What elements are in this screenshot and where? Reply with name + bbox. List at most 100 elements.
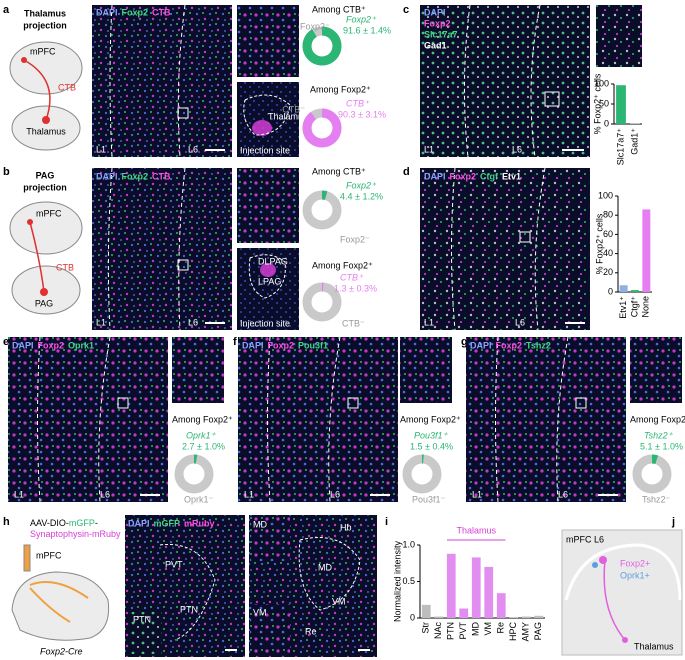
layer-label: L6 [515, 317, 525, 327]
layer-boundary [463, 4, 471, 158]
brain-outline [564, 543, 682, 601]
donut-title: Among Foxp2⁺ [310, 84, 371, 94]
donut-value-label: 2.7 ± 1.0% [182, 441, 225, 451]
x-tick-label: None [641, 296, 651, 318]
x-tick-label: AMY [521, 622, 531, 642]
inset-label: PTN [133, 614, 151, 624]
y-tick-label: 20 [603, 267, 613, 277]
y-tick-label: 80 [603, 210, 613, 220]
stain-label: Etv1 [502, 171, 521, 181]
donut-slice [321, 190, 328, 200]
donut-value-label: 90.3 ± 3.1% [338, 109, 386, 119]
stain-label: mRuby [184, 518, 215, 528]
donut-negative-label: Tshz2⁻ [642, 494, 671, 504]
donut-positive-label: Foxp2⁺ [346, 180, 377, 190]
stain-label: DAPI [12, 340, 34, 350]
y-tick-label: 0 [608, 286, 613, 296]
micrograph-signal [420, 168, 590, 330]
syringe [23, 544, 31, 572]
layer-label: L6 [188, 144, 198, 154]
micrograph-signal [250, 516, 290, 561]
donut-title: Among Foxp2⁺ [400, 414, 461, 424]
layer-label: L1 [96, 144, 106, 154]
micrograph-signal [92, 168, 232, 330]
panel-letter: j [671, 516, 675, 528]
y-tick-label: 100 [598, 190, 613, 200]
donut-positive-label: CTB⁺ [346, 98, 370, 108]
region-label: PVT [165, 559, 183, 569]
tracer-label: CTB [58, 82, 76, 92]
region-outline [298, 537, 361, 611]
y-axis-label: Normalized intensity [392, 540, 402, 622]
inset-label: MD [253, 519, 267, 529]
stain-label: Foxp2 [122, 171, 149, 181]
bar [421, 604, 431, 618]
inset-box [544, 91, 560, 107]
panel-letter: e [3, 336, 9, 348]
x-tick-label: HPC [508, 622, 518, 642]
stain-label: Gad1 [424, 40, 447, 50]
cell-type-label: Foxp2+ [620, 558, 650, 568]
layer-label: L1 [244, 489, 254, 499]
y-tick-label: 1.0 [402, 539, 415, 549]
region-outline [248, 254, 286, 299]
layer-boundary [177, 4, 186, 158]
donut-negative-label: Foxp2⁻ [300, 21, 330, 31]
region-label: Thalamus [634, 641, 674, 651]
donut-negative-label: CTB⁻ [342, 318, 365, 328]
stain-label: Foxp2 [496, 340, 523, 350]
layer-boundary [107, 167, 113, 331]
panel-title: Thalamus [24, 8, 66, 18]
region-label: MD [318, 562, 332, 572]
micrograph-signal [238, 337, 398, 502]
y-tick-label: 0 [410, 612, 415, 622]
construct-part: Synaptophysin-mRuby [30, 529, 121, 539]
construct-part: - [95, 518, 98, 528]
micrograph-signal [237, 168, 299, 243]
bar [471, 557, 481, 618]
x-tick-label: Re [496, 622, 506, 634]
region-label: Thalamus [26, 126, 66, 136]
stain-label: Tshz2 [526, 340, 551, 350]
donut-positive-label: Pou3f1⁺ [414, 430, 449, 440]
region-label: DLPAG [258, 256, 288, 266]
donut-negative-label: Pou3f1⁻ [412, 494, 446, 504]
layer-label: L1 [96, 317, 106, 327]
y-axis-label: % Foxp2⁺ cells [592, 73, 602, 134]
donut-value-label: 1.5 ± 0.4% [410, 441, 453, 451]
micrograph-signal [130, 612, 162, 654]
micrograph-signal [400, 337, 452, 403]
x-tick-label: PTN [446, 622, 456, 640]
stain-label: DAPI [128, 518, 150, 528]
region-label: Hb [340, 522, 352, 532]
layer-label: L6 [558, 489, 568, 499]
inset-label: VM [253, 607, 267, 617]
donut-positive-label: Foxp2⁺ [346, 14, 377, 24]
panel-letter: g [461, 336, 468, 348]
stain-label: Foxp2 [424, 18, 451, 28]
layer-label: L1 [14, 489, 24, 499]
stain-label: Foxp2 [450, 171, 477, 181]
bar [446, 553, 456, 618]
bar [616, 85, 626, 124]
donut-positive-label: Oprk1⁺ [186, 430, 217, 440]
bar [434, 616, 444, 618]
x-tick-label: Str [421, 622, 431, 634]
y-tick-label: 0.5 [402, 576, 415, 586]
projection-path [29, 221, 45, 293]
donut-slice [651, 454, 659, 465]
donut-slice [302, 108, 342, 148]
layer-label: L1 [424, 144, 434, 154]
inset-caption: Injection site [240, 318, 290, 328]
mouse-brain-schematic [11, 571, 110, 641]
mouse-line-label: Foxp2-Cre [40, 646, 83, 656]
micrograph-signal [92, 5, 232, 157]
injection-dot [40, 288, 48, 296]
brain-schematic [9, 41, 83, 95]
y-tick-label: 0 [604, 118, 609, 128]
stain-label: Foxp2 [268, 340, 295, 350]
region-label: PTN [180, 604, 198, 614]
region-label: Thalamus [268, 111, 308, 121]
y-tick-label: 100 [594, 78, 609, 88]
